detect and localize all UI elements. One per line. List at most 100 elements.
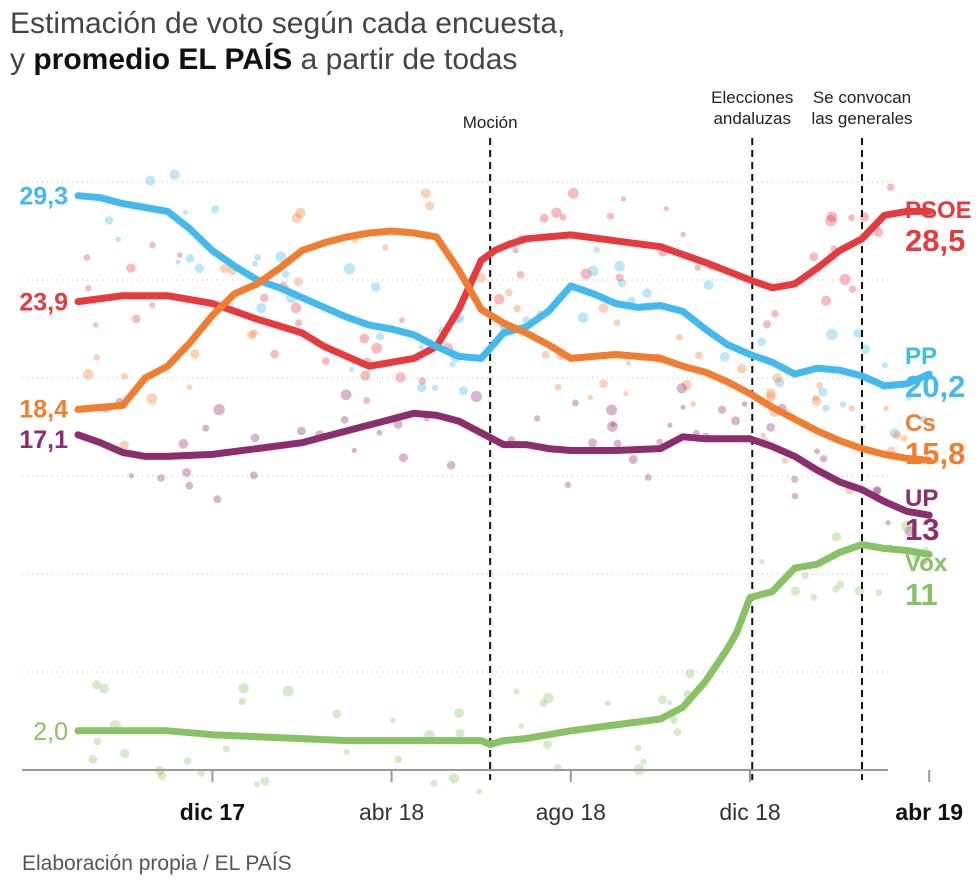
poll-dot-up (741, 401, 748, 407)
event-label: andaluzas (713, 109, 791, 128)
poll-dot-vox (513, 688, 520, 695)
poll-dot-pp (343, 263, 356, 275)
poll-dot-psoe (149, 241, 156, 249)
poll-dot-up (340, 415, 349, 424)
poll-dot-psoe (567, 187, 579, 199)
poll-dot-pp (774, 377, 784, 388)
poll-dot-psoe (886, 183, 895, 191)
chart-title: Estimación de voto según cada encuesta, … (10, 6, 565, 78)
poll-dot-psoe (516, 270, 525, 279)
poll-dot-up (766, 423, 776, 432)
poll-dot-pp (617, 278, 627, 288)
poll-dot-cs (598, 303, 609, 314)
poll-dot-vox (669, 716, 678, 724)
poll-dot-vox (810, 594, 817, 601)
start-label-up: 17,1 (19, 426, 68, 454)
end-name-vox: Vox (905, 550, 948, 577)
poll-dot-cs (476, 273, 486, 283)
poll-dot-up (249, 471, 258, 480)
poll-dot-psoe (395, 372, 406, 383)
poll-dot-pp (104, 216, 114, 225)
end-name-cs: Cs (905, 410, 936, 437)
series-line-psoe (74, 207, 933, 370)
series-line-vox (74, 541, 933, 748)
poll-dot-up (376, 429, 383, 436)
poll-dot-up (178, 438, 189, 449)
poll-dot-cs (848, 405, 855, 412)
poll-dot-vox (476, 788, 483, 795)
poll-dot-cs (541, 350, 550, 359)
poll-dot-up (182, 468, 192, 477)
poll-dot-cs (420, 188, 431, 199)
poll-dot-cs (690, 401, 696, 408)
poll-dot-psoe (126, 263, 136, 273)
poll-dot-psoe (294, 319, 303, 327)
poll-dot-cs (781, 457, 789, 464)
poll-dot-vox (836, 580, 845, 589)
poll-dot-up (904, 526, 915, 537)
poll-dot-vox (238, 683, 249, 694)
poll-dot-vox (790, 586, 801, 596)
poll-dot-up (628, 455, 638, 464)
poll-dot-psoe (580, 268, 592, 280)
poll-dot-vox (260, 776, 270, 786)
poll-dot-psoe (512, 247, 519, 254)
title-bold-text: promedio EL PAÍS (33, 43, 293, 76)
poll-dot-psoe (359, 333, 370, 344)
poll-dot-pp (757, 337, 766, 347)
poll-dot-psoe (290, 302, 302, 314)
poll-dot-pp (905, 395, 911, 401)
series-line-pp (74, 192, 933, 390)
poll-dot-vox (448, 773, 460, 784)
poll-dot-pp (642, 288, 652, 298)
poll-dot-pp (822, 404, 830, 412)
poll-dot-vox (120, 749, 130, 759)
poll-dot-pp (281, 270, 290, 279)
poll-dot-pp (254, 254, 262, 261)
poll-dot-up (606, 404, 618, 416)
poll-dot-up (873, 487, 881, 495)
poll-dot-vox (93, 737, 102, 746)
poll-dot-pp (881, 362, 888, 369)
poll-dot-pp (432, 384, 439, 391)
end-value-cs: 15,8 (905, 436, 965, 471)
poll-dot-psoe (821, 295, 832, 306)
poll-dot-cs (675, 333, 683, 341)
poll-dot-up (399, 453, 408, 463)
start-label-psoe: 23,9 (19, 289, 68, 317)
poll-dot-pp (252, 261, 258, 267)
poll-dot-cs (765, 388, 776, 399)
poll-dot-cs (892, 430, 902, 440)
poll-dot-cs (120, 372, 128, 380)
poll-dot-up (814, 448, 820, 455)
poll-dot-pp (349, 367, 355, 372)
poll-dot-cs (247, 330, 256, 340)
x-tick-label: ago 18 (536, 799, 606, 825)
poll-dot-cs (513, 304, 521, 313)
poll-dot-psoe (663, 206, 669, 212)
poll-dot-psoe (539, 213, 549, 223)
poll-dot-psoe (809, 252, 819, 262)
poll-dot-cs (772, 373, 783, 383)
end-name-pp: PP (905, 343, 937, 370)
poll-dot-vox (455, 728, 465, 738)
poll-dot-vox (801, 572, 809, 580)
poll-dot-psoe (848, 285, 857, 293)
poll-dot-psoe (615, 273, 624, 282)
poll-dot-psoe (694, 264, 701, 271)
poll-dot-pp (211, 205, 220, 214)
poll-dot-psoe (177, 252, 183, 258)
poll-dot-vox (832, 585, 840, 593)
poll-dot-vox (343, 748, 350, 755)
end-name-up: UP (905, 485, 938, 512)
poll-dot-pp (175, 259, 181, 265)
poll-dot-psoe (270, 349, 279, 359)
poll-dot-psoe (363, 397, 371, 405)
poll-dot-vox (390, 717, 396, 724)
poll-dot-pp (418, 344, 424, 350)
event-label: las generales (811, 109, 912, 128)
poll-dot-psoe (559, 213, 567, 221)
poll-dot-cs (681, 379, 692, 391)
end-name-psoe: PSOE (905, 197, 972, 224)
